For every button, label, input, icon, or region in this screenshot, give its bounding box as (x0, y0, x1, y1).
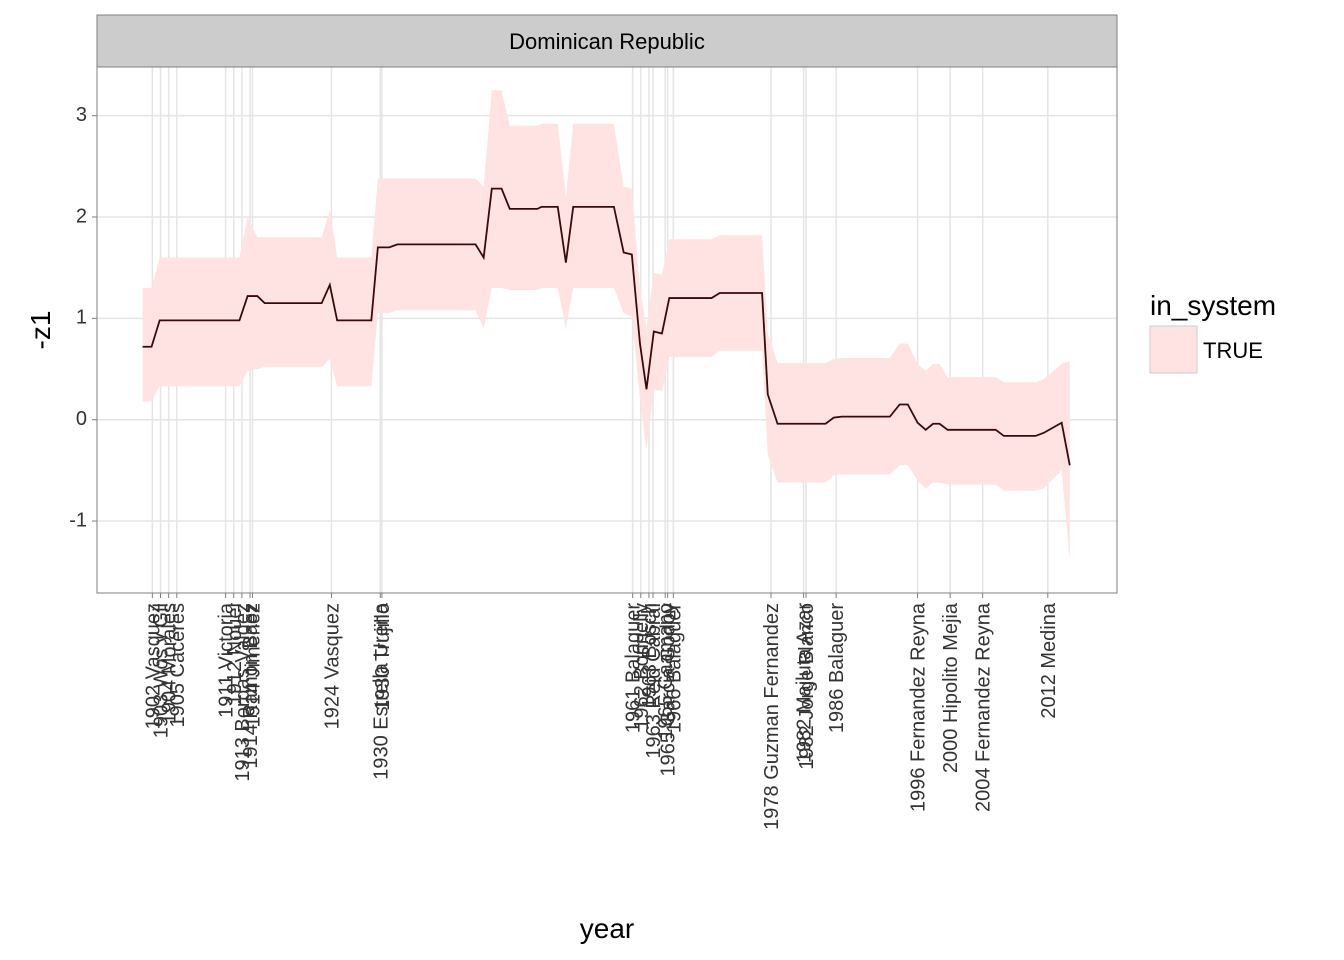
x-tick-label: 1913 Bordas Valdez (232, 603, 254, 782)
x-tick-label: 1924 Vasquez (321, 603, 343, 729)
strip-label: Dominican Republic (509, 29, 705, 54)
y-tick-label: 1 (76, 307, 87, 329)
x-tick-label: 1982 Majluta Azar (794, 603, 816, 763)
legend-key (1149, 325, 1198, 374)
ribbon (142, 90, 1070, 560)
x-tick-label: 2004 Fernandez Reyna (973, 602, 995, 812)
x-tick-label: 1963 Reid Cabral (643, 603, 665, 759)
x-tick-label: 1902 Vasquez (142, 603, 164, 729)
x-tick-label: 1986 Balaguer (826, 603, 848, 733)
y-tick-label: 0 (76, 408, 87, 430)
x-tick-label: 1930 Estrella Urena (370, 602, 392, 780)
y-tick-label: 2 (76, 205, 87, 227)
x-tick-label: 2000 Hipolito Mejia (940, 602, 962, 773)
x-tick-label: 1911 Victoria (216, 602, 238, 718)
x-axis-title: year (580, 913, 634, 944)
panel-border (96, 66, 1118, 594)
y-axis-title: -z1 (25, 311, 56, 350)
x-tick-label: 1961 Balaguer (623, 603, 645, 733)
x-tick-label: 1996 Fernandez Reyna (908, 602, 930, 812)
x-tick-label: 2012 Medina (1038, 602, 1060, 719)
x-tick-label: 1962 Bonnelly (631, 603, 653, 730)
x-tick-label: 1965 Garcia Godoy (658, 603, 680, 776)
x-tick-label: 1914 Jimenez (242, 603, 264, 728)
y-tick-label: 3 (76, 104, 87, 126)
x-tick-label: 1905 Caceres (167, 603, 189, 728)
x-tick-label: 1904 Morales (159, 603, 181, 724)
y-tick-label: -1 (69, 509, 87, 531)
x-tick-label: 1978 Guzman Fernandez (761, 603, 783, 830)
x-tick-label: 1903 Wos y Gil (150, 603, 172, 738)
legend-title: in_system (1150, 290, 1276, 321)
x-tick-label: 1914 Ramon Baez (240, 603, 262, 769)
x-tick-label: 1982 Jorge Blanco (796, 603, 818, 770)
x-tick-label: 1912 Nouel (224, 603, 246, 705)
x-tick-label: 1963 Bosch (639, 603, 661, 709)
x-tick-label: 1966 Balaguer (663, 603, 685, 733)
x-tick-label: 1965 Caamano (655, 603, 677, 740)
legend-label: TRUE (1203, 338, 1263, 363)
line (142, 187, 1071, 466)
strip (96, 14, 1118, 68)
x-tick-label: 1930 Trujillo (372, 603, 394, 711)
